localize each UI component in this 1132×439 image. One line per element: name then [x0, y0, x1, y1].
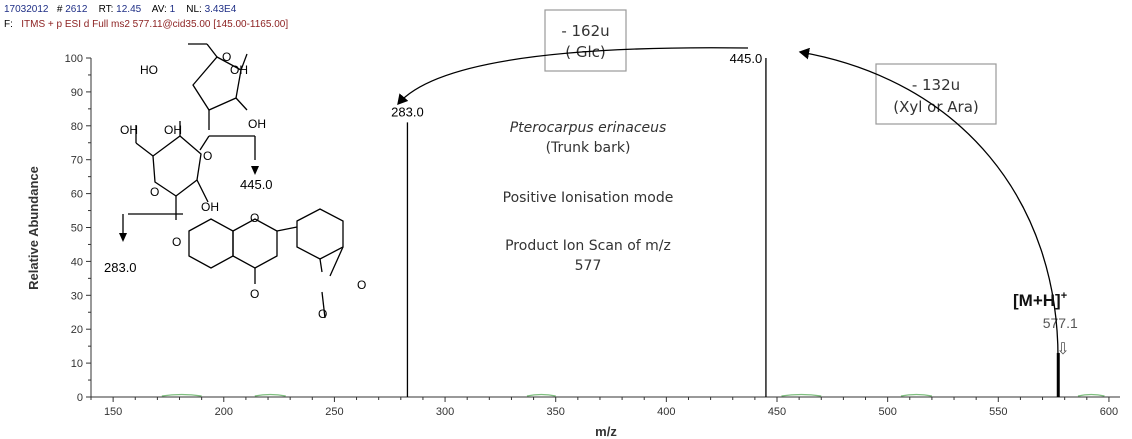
- fragment-445-label: 445.0: [240, 177, 273, 192]
- x-ticks: 150 200 250 300 350 400 450 500 550 600: [90, 397, 1118, 418]
- rt-label: RT:: [98, 4, 114, 15]
- y-tick-label: 30: [71, 290, 83, 302]
- filter-text: ITMS + p ESI d Full ms2 577.11@cid35.00 …: [21, 19, 289, 30]
- ring-oxygen-2: O: [150, 185, 159, 199]
- y-tick-label: 0: [77, 392, 83, 404]
- y-tick-label: 20: [71, 324, 83, 336]
- frag445-arrowhead: [251, 166, 259, 175]
- scan-precursor: 577: [575, 258, 602, 274]
- loss-132-arrow: [798, 47, 1059, 364]
- av-value: 1: [169, 4, 176, 15]
- x-tick-label: 600: [1100, 406, 1118, 418]
- precursor-ion-label: [M+H]+: [1013, 290, 1067, 310]
- glc-loss-mass: - 162u: [561, 22, 609, 40]
- noise-trace: [1077, 393, 1105, 397]
- chromone-ring-oxygen: O: [250, 211, 259, 225]
- frag283-arrowhead: [119, 233, 127, 242]
- oh-label-3: OH: [120, 123, 138, 137]
- dioxole-oxygen-2: O: [318, 307, 327, 321]
- species-name: Pterocarpus erinaceus: [510, 120, 667, 136]
- scan-label: #: [56, 4, 63, 15]
- ring-oxygen-1: O: [222, 50, 231, 64]
- y-tick-label: 100: [65, 53, 83, 65]
- tissue-label: (Trunk bark): [546, 140, 631, 156]
- y-tick-label: 10: [71, 358, 83, 370]
- y-tick-label: 60: [71, 189, 83, 201]
- noise-trace: [900, 393, 933, 397]
- y-tick-label: 90: [71, 87, 83, 99]
- scan-description: Product Ion Scan of m/z: [505, 238, 671, 254]
- baseline-noise: [161, 393, 1105, 397]
- av-label: AV:: [151, 4, 167, 15]
- noise-trace: [781, 393, 822, 397]
- x-tick-label: 450: [768, 406, 786, 418]
- nl-label: NL:: [186, 4, 202, 15]
- link-oxygen-2: O: [172, 235, 181, 249]
- noise-trace: [254, 393, 286, 397]
- peak-label: 283.0: [391, 104, 424, 119]
- y-tick-label: 80: [71, 121, 83, 133]
- noise-trace: [161, 393, 202, 397]
- noise-trace: [526, 393, 556, 397]
- pentose-loss-mass: - 132u: [912, 76, 960, 94]
- spectrum-peaks: 283.0 445.0 577.1: [391, 51, 1078, 397]
- chemical-structure: [122, 43, 344, 319]
- scan-value: 2612: [65, 4, 88, 15]
- filter-prefix: F:: [4, 19, 13, 30]
- link-oxygen-1: O: [203, 149, 212, 163]
- ho-label-1: HO: [140, 63, 158, 77]
- header-line-2: F: ITMS + p ESI d Full ms2 577.11@cid35.…: [4, 19, 288, 30]
- glc-loss-box: [544, 9, 627, 72]
- y-ticks: 0 10 20 30 40 50 60 70 80 90 100: [65, 53, 91, 404]
- x-tick-label: 500: [878, 406, 896, 418]
- precursor-arrow-icon: ⇩: [1056, 339, 1069, 358]
- oh-label-5: OH: [201, 200, 219, 214]
- peak-label: 445.0: [730, 51, 763, 66]
- peak-label: 577.1: [1043, 315, 1078, 331]
- x-tick-label: 400: [657, 406, 675, 418]
- x-tick-label: 200: [215, 406, 233, 418]
- fragment-283-label: 283.0: [104, 260, 137, 275]
- x-tick-label: 150: [104, 406, 122, 418]
- keto-oxygen: O: [250, 287, 259, 301]
- oh-label-1: OH: [230, 63, 248, 77]
- oh-label-2: OH: [248, 117, 266, 131]
- dioxole-oxygen-1: O: [357, 278, 366, 292]
- loss-162-arrow: [397, 47, 749, 105]
- ionisation-mode: Positive Ionisation mode: [503, 190, 674, 206]
- y-tick-label: 40: [71, 256, 83, 268]
- rt-value: 12.45: [116, 4, 142, 15]
- y-axis-title: Relative Abundance: [26, 166, 41, 290]
- x-tick-label: 350: [547, 406, 565, 418]
- y-tick-label: 50: [71, 223, 83, 235]
- x-tick-label: 550: [989, 406, 1007, 418]
- file-id: 17032012: [4, 4, 49, 15]
- header-line-1: 17032012 # 2612 RT: 12.45 AV: 1 NL: 3.43…: [4, 4, 236, 15]
- y-tick-label: 70: [71, 155, 83, 167]
- x-axis-title: m/z: [595, 424, 617, 439]
- nl-value: 3.43E4: [204, 4, 237, 15]
- x-tick-label: 250: [325, 406, 343, 418]
- x-tick-label: 300: [436, 406, 454, 418]
- oh-label-4: OH: [164, 123, 182, 137]
- pentose-loss-box: [875, 63, 997, 125]
